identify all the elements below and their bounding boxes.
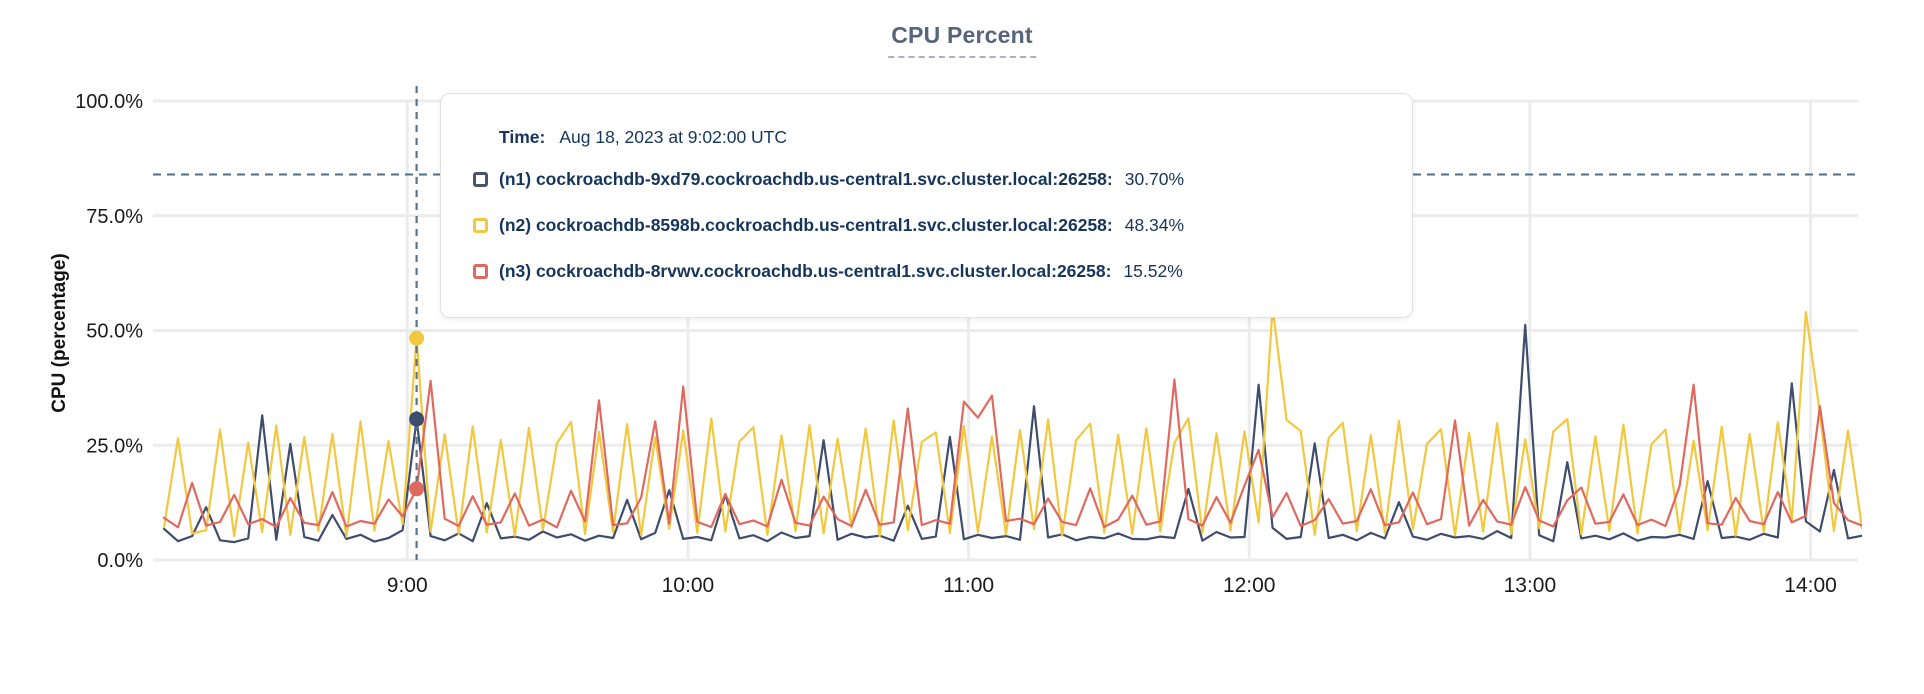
y-tick-50.0%: 50.0%: [86, 321, 143, 343]
x-tick-12:00: 12:00: [1223, 574, 1276, 597]
series-n3-legend-icon: [473, 263, 488, 279]
y-tick-25.0%: 25.0%: [86, 435, 143, 457]
tooltip-row-n1: (n1) cockroachdb-9xd79.cockroachdb.us-ce…: [473, 156, 1412, 202]
tooltip-n1-value: 30.70%: [1124, 168, 1185, 189]
tooltip-time-label: Time:: [499, 126, 546, 147]
hover-tooltip: Time: Aug 18, 2023 at 9:02:00 UTC (n1) c…: [440, 93, 1413, 318]
tooltip-n3-name: (n3) cockroachdb-8rvwv.cockroachdb.us-ce…: [499, 260, 1112, 281]
tooltip-time-row: Time: Aug 18, 2023 at 9:02:00 UTC: [499, 118, 1412, 156]
x-tick-10:00: 10:00: [662, 574, 715, 597]
series-n2-legend-icon: [473, 217, 488, 233]
tooltip-n3-value: 15.52%: [1123, 260, 1183, 281]
y-tick-75.0%: 75.0%: [86, 206, 143, 228]
x-tick-11:00: 11:00: [943, 574, 994, 597]
tooltip-n2-value: 48.34%: [1124, 214, 1185, 235]
x-tick-14:00: 14:00: [1784, 574, 1837, 597]
hover-marker-n2: [409, 330, 425, 346]
series-n1-legend-icon: [473, 171, 488, 187]
page-title: CPU Percent: [888, 22, 1036, 58]
tooltip-row-n2: (n2) cockroachdb-8598b.cockroachdb.us-ce…: [473, 202, 1412, 248]
y-tick-0.0%: 0.0%: [97, 550, 143, 572]
y-tick-100.0%: 100.0%: [75, 91, 143, 113]
series-line-n1: [162, 323, 1862, 544]
tooltip-row-n3: (n3) cockroachdb-8rvwv.cockroachdb.us-ce…: [473, 248, 1412, 294]
x-tick-9:00: 9:00: [387, 574, 428, 597]
tooltip-n2-name: (n2) cockroachdb-8598b.cockroachdb.us-ce…: [499, 214, 1113, 235]
hover-marker-n1: [409, 411, 425, 427]
hover-marker-n3: [409, 481, 425, 497]
tooltip-time-value: Aug 18, 2023 at 9:02:00 UTC: [559, 126, 788, 147]
series-line-n2: [162, 306, 1862, 538]
tooltip-n1-name: (n1) cockroachdb-9xd79.cockroachdb.us-ce…: [499, 168, 1113, 189]
x-tick-13:00: 13:00: [1504, 574, 1557, 597]
series-line-n3: [162, 378, 1862, 529]
